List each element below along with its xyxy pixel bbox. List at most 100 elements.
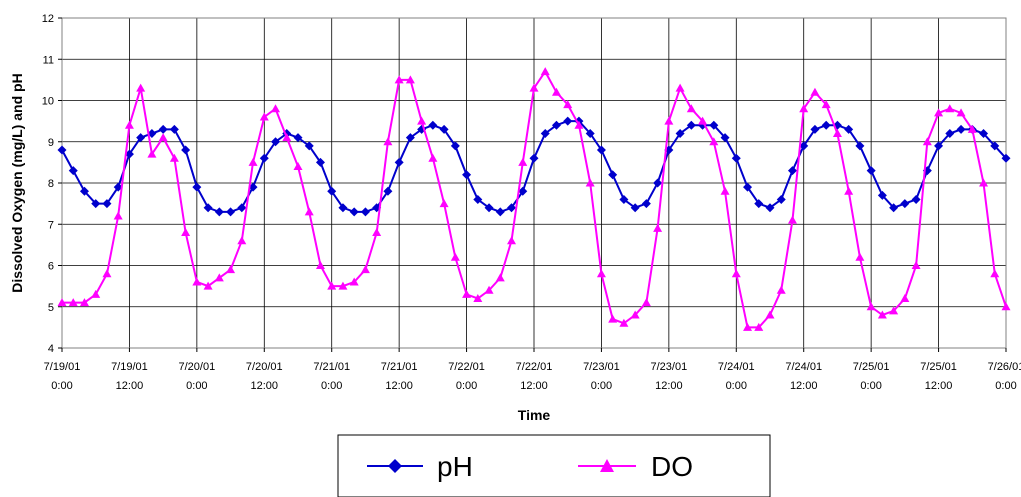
ph-point [911,195,921,204]
y-axis-title: Dissolved Oxygen (mg/L) and pH [9,73,25,292]
do-point [686,104,696,113]
do-point [608,314,618,323]
legend-ph-label: pH [437,451,473,482]
ph-point [889,203,899,213]
do-point [990,269,1000,278]
do-point [877,310,887,319]
x-tick-date: 7/22/01 [516,361,553,373]
ph-point [821,120,831,130]
y-tick-label: 9 [48,137,54,149]
do-point [720,186,730,195]
do-point [124,120,134,129]
do-point [405,75,415,84]
legend-do-marker [600,459,614,472]
do-point [844,186,854,195]
do-point [495,273,505,282]
x-tick-time: 0:00 [321,380,342,392]
y-axis-ticks: 4 5 6 7 8 9 10 11 12 [42,13,62,355]
ph-point [866,166,876,176]
do-point [855,252,865,261]
legend-ph-marker [388,459,402,473]
x-tick-date: 7/25/01 [920,361,957,373]
ph-point [136,133,146,143]
y-tick-label: 12 [42,13,54,25]
x-tick-date: 7/19/01 [111,361,148,373]
y-tick-label: 4 [48,343,54,355]
do-point [214,273,224,282]
ph-point [338,203,348,213]
do-point [540,67,550,76]
ph-point [608,170,618,180]
do-point [349,277,359,286]
do-point [585,178,595,187]
x-tick-time: 12:00 [251,380,279,392]
ph-point [787,166,797,176]
x-tick-date: 7/25/01 [853,361,890,373]
ph-point [462,170,472,180]
x-tick-date: 7/26/01 [988,361,1021,373]
ph-point [720,133,730,143]
x-tick-date: 7/21/01 [313,361,350,373]
ph-point [495,207,505,217]
ph-point [990,141,1000,151]
do-point [945,104,955,113]
do-point [979,178,989,187]
x-tick-time: 0:00 [860,380,881,392]
do-point [68,298,78,307]
do-point [821,100,831,109]
do-point [102,269,112,278]
do-point [743,322,753,331]
x-tick-time: 12:00 [790,380,818,392]
ph-point [810,124,820,134]
y-tick-label: 6 [48,261,54,273]
ph-point [57,145,67,155]
y-tick-label: 8 [48,178,54,190]
do-point [259,112,269,121]
ph-point [158,124,168,134]
x-tick-date: 7/19/01 [44,361,81,373]
x-tick-date: 7/20/01 [179,361,216,373]
x-axis-title: Time [518,407,551,423]
do-point [428,153,438,162]
ph-point [394,157,404,167]
x-tick-date: 7/24/01 [785,361,822,373]
do-point [473,294,483,302]
ph-point [484,203,494,213]
ph-point [529,153,539,163]
do-point [563,100,573,109]
do-point [776,285,786,294]
do-point [889,306,899,315]
ph-point [754,199,764,209]
x-tick-time: 12:00 [520,380,548,392]
do-point [529,83,539,92]
do-point [630,310,640,319]
ph-point [181,145,191,155]
ph-point [169,124,179,134]
ph-point [1001,153,1011,163]
do-point [641,298,651,307]
ph-point [405,133,415,143]
ph-point [203,203,213,213]
ph-point [709,120,719,130]
do-point [934,108,944,117]
ph-point [596,145,606,155]
do-point [866,302,876,311]
ph-point [124,149,134,159]
ph-point [237,203,247,213]
x-tick-time: 0:00 [591,380,612,392]
ph-point [630,203,640,213]
ph-point [68,166,78,176]
x-tick-time: 0:00 [995,380,1016,392]
ph-point [293,133,303,143]
do-point [731,269,741,278]
ph-point [473,195,483,204]
ph-point [563,116,573,126]
x-tick-date: 7/22/01 [448,361,485,373]
ph-point [113,182,123,192]
ph-point [383,186,393,196]
ph-point [877,190,887,200]
ph-point [349,207,359,217]
do-point [282,133,292,142]
do-point [383,137,393,146]
do-point [596,269,606,278]
